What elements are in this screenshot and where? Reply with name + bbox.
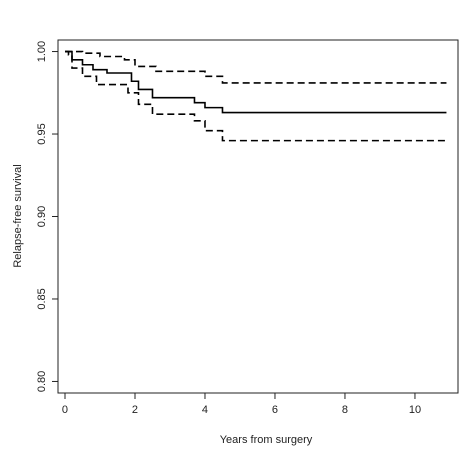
y-axis-label: Relapse-free survival: [12, 164, 24, 267]
y-tick-label: 1.00: [36, 41, 48, 62]
plot-frame: [57, 39, 459, 394]
x-tick-label: 8: [342, 404, 348, 416]
x-tick-label: 4: [202, 404, 208, 416]
survival-curve: [64, 50, 447, 142]
y-tick-label: 0.90: [36, 206, 48, 227]
survival-curve: [64, 50, 447, 84]
x-tick-label: 10: [409, 404, 421, 416]
x-tick-label: 2: [132, 404, 138, 416]
x-axis-label: Years from surgery: [220, 434, 313, 446]
y-tick-label: 0.95: [36, 123, 48, 144]
survival-curve: [64, 50, 447, 114]
y-tick-label: 0.85: [36, 288, 48, 309]
x-tick-label: 6: [272, 404, 278, 416]
y-tick-label: 0.80: [36, 371, 48, 392]
x-tick-label: 0: [62, 404, 68, 416]
